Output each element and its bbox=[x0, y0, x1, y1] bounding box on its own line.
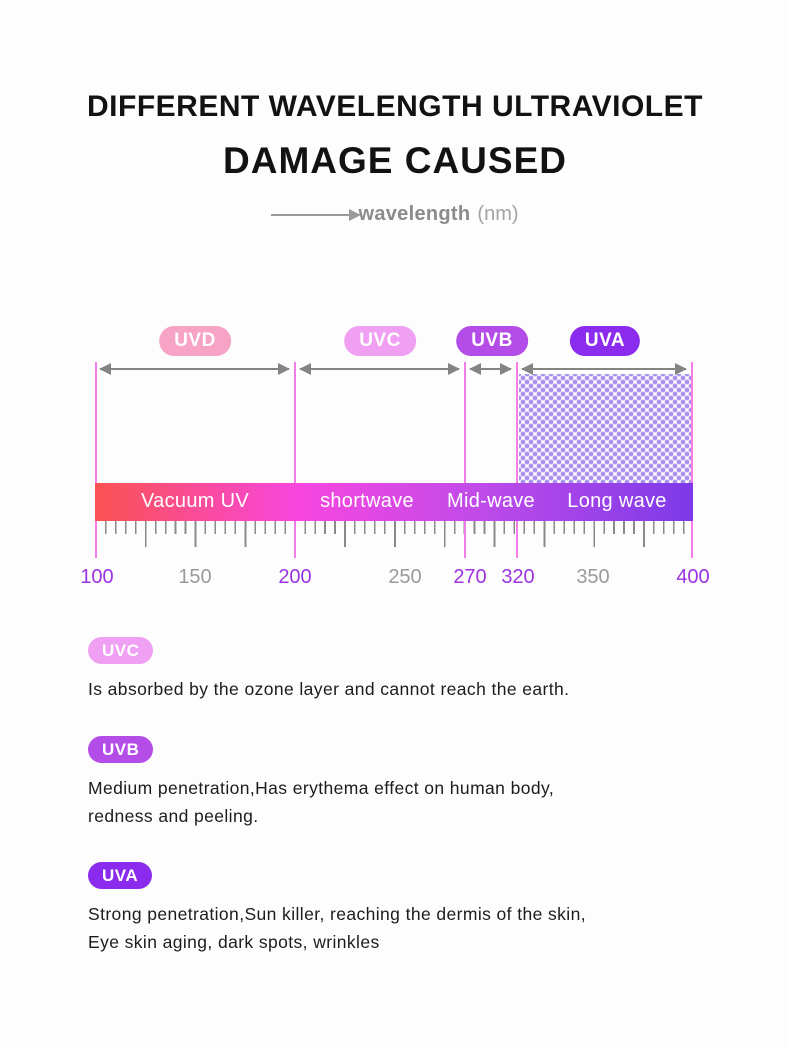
legend-text-uvb-line2: redness and peeling. bbox=[88, 806, 259, 826]
right-arrow-icon bbox=[271, 208, 362, 221]
marker-line-100nm bbox=[95, 362, 97, 558]
legend-badge-uvb: UVB bbox=[88, 736, 154, 763]
range-arrow-uvb bbox=[469, 363, 512, 375]
marker-line-320nm bbox=[516, 362, 518, 558]
band-badge-uvb: UVB bbox=[456, 326, 528, 356]
bar-label-vacuum-uv: Vacuum UV bbox=[141, 490, 249, 512]
range-arrow-uvd bbox=[99, 363, 290, 375]
spectrum-gradient-bar: Vacuum UV shortwave Mid-wave Long wave bbox=[95, 483, 693, 521]
wavelength-axis: wavelength (nm) bbox=[0, 203, 790, 226]
bar-label-shortwave: shortwave bbox=[320, 490, 414, 512]
page-subtitle: DAMAGE CAUSED bbox=[223, 140, 567, 181]
range-arrow-uvc bbox=[299, 363, 460, 375]
tick-label-100: 100 bbox=[80, 566, 114, 588]
uva-dot-pattern bbox=[519, 374, 691, 483]
band-badge-uvd: UVD bbox=[159, 326, 231, 356]
tick-label-200: 200 bbox=[278, 566, 312, 588]
marker-line-200nm bbox=[294, 362, 296, 558]
uv-spectrum-diagram: UVD UVC UVB UVA Vacuum UV shortwave Mid-… bbox=[80, 320, 710, 590]
legend-text-uva-line2: Eye skin aging, dark spots, wrinkles bbox=[88, 932, 380, 952]
bar-label-long-wave: Long wave bbox=[567, 490, 667, 512]
legend-section-uvc: UVC Is absorbed by the ozone layer and c… bbox=[88, 637, 708, 703]
axis-unit: (nm) bbox=[477, 203, 519, 225]
marker-line-400nm bbox=[691, 362, 693, 558]
band-badge-uvc: UVC bbox=[344, 326, 416, 356]
legend-section-uva: UVA Strong penetration,Sun killer, reach… bbox=[88, 862, 708, 956]
page-title: DIFFERENT WAVELENGTH ULTRAVIOLET bbox=[87, 90, 703, 123]
ruler-major-ticks bbox=[95, 521, 693, 547]
marker-line-270nm bbox=[464, 362, 466, 558]
band-badge-uva: UVA bbox=[569, 326, 641, 356]
tick-label-350: 350 bbox=[576, 566, 610, 588]
tick-label-150: 150 bbox=[178, 566, 212, 588]
legend-badge-uvc: UVC bbox=[88, 637, 154, 664]
legend-text-uvb-line1: Medium penetration,Has erythema effect o… bbox=[88, 778, 555, 798]
tick-label-250: 250 bbox=[388, 566, 422, 588]
legend-badge-uva: UVA bbox=[88, 862, 153, 889]
legend-text-uva-line1: Strong penetration,Sun killer, reaching … bbox=[88, 904, 586, 924]
tick-label-270: 270 bbox=[453, 566, 487, 588]
axis-label: wavelength bbox=[358, 203, 471, 225]
tick-label-320: 320 bbox=[501, 566, 535, 588]
legend-section-uvb: UVB Medium penetration,Has erythema effe… bbox=[88, 736, 708, 830]
bar-label-mid-wave: Mid-wave bbox=[447, 490, 535, 512]
range-arrow-uva bbox=[521, 363, 687, 375]
scale-numbers: 100 150 200 250 270 320 350 400 bbox=[80, 566, 709, 590]
wavelength-ruler bbox=[95, 521, 693, 559]
tick-label-400: 400 bbox=[676, 566, 710, 588]
legend-text-uvc-line1: Is absorbed by the ozone layer and canno… bbox=[88, 679, 570, 699]
